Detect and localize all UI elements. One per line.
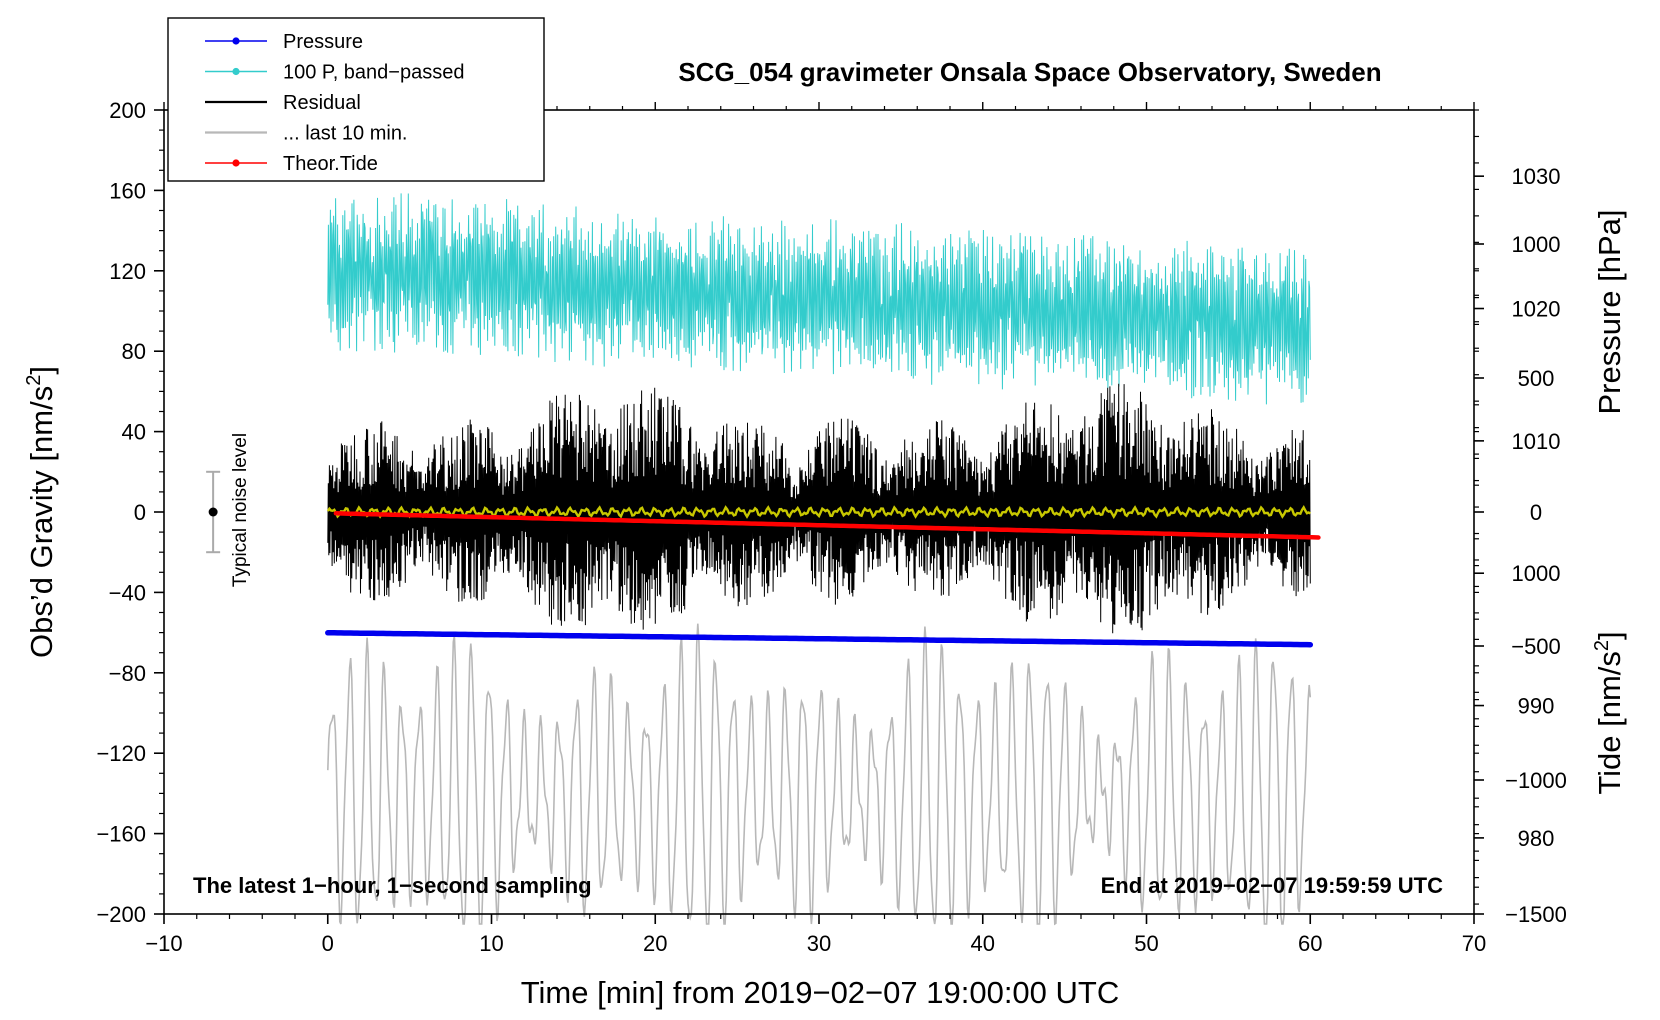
tide-tick-label: 0 bbox=[1530, 500, 1542, 525]
series-mean-residual bbox=[326, 505, 1311, 519]
legend-swatch-marker bbox=[232, 159, 240, 167]
series-last-10-min bbox=[327, 623, 1312, 926]
y-axis-title-pressure: Pressure [hPa] bbox=[1592, 209, 1627, 414]
tide-tick-label: −1500 bbox=[1505, 902, 1567, 927]
tide-tick-label: −500 bbox=[1511, 634, 1561, 659]
series-theor-tide bbox=[333, 511, 1321, 540]
chart-title: SCG_054 gravimeter Onsala Space Observat… bbox=[678, 57, 1381, 87]
legend-label: Theor.Tide bbox=[283, 153, 378, 175]
pressure-tick-label: 1000 bbox=[1512, 561, 1561, 586]
y-tick-label: 80 bbox=[122, 339, 146, 364]
x-tick-label: 20 bbox=[643, 931, 667, 956]
y-tick-label: −120 bbox=[96, 741, 146, 766]
y-axis-title-gravity-end: ] bbox=[24, 366, 59, 375]
legend-swatch-marker bbox=[232, 67, 240, 76]
pressure-tick-label: 990 bbox=[1518, 694, 1555, 719]
x-tick-label: 50 bbox=[1134, 931, 1158, 956]
noise-bar-center bbox=[208, 507, 218, 517]
pressure-tick-label: 1020 bbox=[1512, 297, 1561, 322]
y-tick-label: 160 bbox=[109, 178, 146, 203]
x-tick-label: −10 bbox=[145, 931, 182, 956]
pressure-tick-label: 1010 bbox=[1512, 429, 1561, 454]
y-axis-title-tide-main: Tide [nm/s bbox=[1592, 651, 1627, 795]
legend-box bbox=[167, 17, 545, 182]
tide-tick-label: −1000 bbox=[1505, 768, 1567, 793]
legend-label: Pressure bbox=[283, 31, 363, 53]
y-axis-title-gravity-sup: 2 bbox=[23, 375, 45, 386]
legend-label: 100 P, band−passed bbox=[283, 62, 464, 84]
y-axis-title-gravity: Obs’d Gravity [nm/s2] bbox=[23, 366, 59, 658]
noise-indicator: Typical noise level bbox=[206, 433, 251, 587]
pressure-tick-label: 1030 bbox=[1512, 164, 1561, 189]
x-tick-label: 70 bbox=[1462, 931, 1486, 956]
x-tick-label: 30 bbox=[807, 931, 831, 956]
x-axis-title: Time [min] from 2019−02−07 19:00:00 UTC bbox=[521, 975, 1120, 1010]
series-pressure bbox=[325, 630, 1314, 648]
y-axis-title-tide-sup: 2 bbox=[1591, 640, 1613, 651]
legend-items: Pressure 100 P, band−passed Residual ... la… bbox=[205, 31, 464, 175]
legend-label: ... last 10 min. bbox=[283, 123, 408, 145]
pressure-tick-label: 980 bbox=[1518, 826, 1555, 851]
footer-left-label: The latest 1−hour, 1−second sampling bbox=[193, 873, 592, 898]
x-tick-label: 40 bbox=[971, 931, 995, 956]
x-tick-label: 0 bbox=[322, 931, 334, 956]
y-tick-label: −200 bbox=[96, 902, 146, 927]
tide-tick-label: 500 bbox=[1518, 366, 1555, 391]
y-axis-title-tide: Tide [nm/s2] bbox=[1591, 631, 1627, 794]
legend-label: Residual bbox=[283, 92, 361, 114]
y-tick-label: 120 bbox=[109, 259, 146, 284]
series-band-passed-pressure bbox=[327, 193, 1311, 405]
legend: Pressure 100 P, band−passed Residual ... la… bbox=[167, 17, 545, 182]
y-axis-title-gravity-main: Obs’d Gravity [nm/s bbox=[24, 386, 59, 658]
series-residual bbox=[327, 383, 1311, 634]
axes-layer: −10 0 10 20 30 40 50 60 7020016012080400−40−80−1… bbox=[96, 98, 1566, 956]
y-tick-label: −80 bbox=[109, 661, 146, 686]
tide-tick-label: 1000 bbox=[1512, 232, 1561, 257]
y-tick-label: 200 bbox=[109, 98, 146, 123]
series-layer bbox=[325, 193, 1321, 926]
y-tick-label: −160 bbox=[96, 822, 146, 847]
y-tick-label: 40 bbox=[122, 420, 146, 445]
footer-right-label: End at 2019−02−07 19:59:59 UTC bbox=[1101, 873, 1444, 898]
x-tick-label: 60 bbox=[1298, 931, 1322, 956]
noise-label: Typical noise level bbox=[230, 433, 251, 587]
y-tick-label: −40 bbox=[109, 580, 146, 605]
y-tick-label: 0 bbox=[134, 500, 146, 525]
y-axis-title-tide-end: ] bbox=[1592, 631, 1627, 640]
legend-swatch-marker bbox=[232, 37, 240, 45]
x-tick-label: 10 bbox=[479, 931, 503, 956]
